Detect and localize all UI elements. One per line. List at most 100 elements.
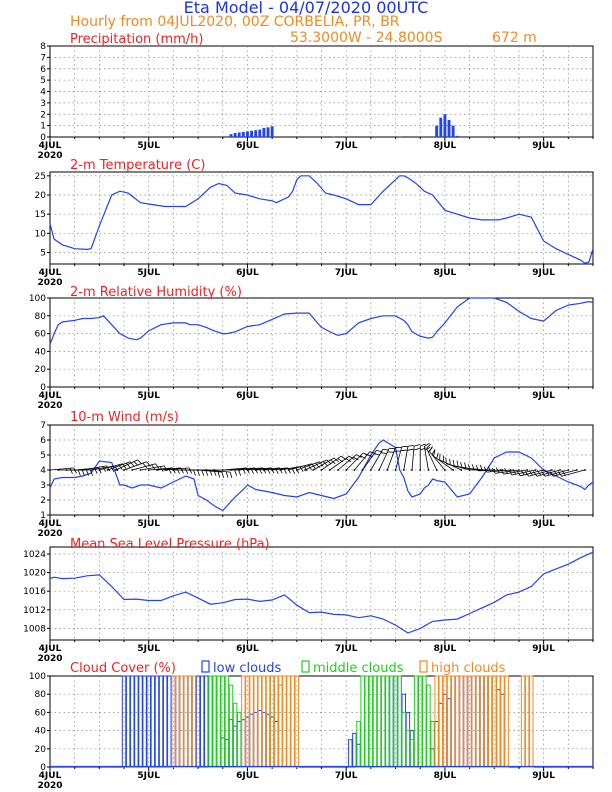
x-tick-label: 8JUL bbox=[434, 141, 457, 151]
wind-barb-base bbox=[254, 469, 257, 471]
x-tick-label: 5JUL bbox=[137, 771, 160, 781]
wind-barb-base bbox=[419, 469, 422, 471]
cloud-bar bbox=[282, 675, 287, 768]
cloud-bar bbox=[364, 675, 369, 768]
cloud-bar bbox=[224, 739, 230, 768]
x-year-label: 2020 bbox=[37, 529, 62, 539]
cloud-bar bbox=[269, 716, 275, 768]
wind-barb-base bbox=[82, 469, 84, 471]
wind-barb bbox=[337, 454, 357, 471]
x-tick-label: 4JUL bbox=[39, 141, 62, 151]
x-tick-label: 5JUL bbox=[137, 644, 160, 654]
panel-title: 2-m Temperature (C) bbox=[70, 158, 205, 173]
wind-barb-feather bbox=[407, 444, 414, 447]
figure-elevation: 672 m bbox=[492, 30, 537, 46]
panel-clouds: 0 20 40 60 80 100 4JUL 5JUL 6JUL 7JUL 8JUL 9JUL 2020… bbox=[29, 660, 594, 791]
cloud-bar bbox=[434, 721, 439, 768]
cloud-bar bbox=[278, 675, 283, 768]
wind-barb-feather bbox=[106, 465, 110, 472]
panel-title: 10-m Wind (m/s) bbox=[70, 410, 179, 425]
wind-barb-base bbox=[452, 469, 455, 471]
cloud-bar bbox=[236, 711, 242, 768]
cloud-bar bbox=[257, 710, 263, 768]
cloud-bar bbox=[356, 743, 361, 768]
cloud-bar bbox=[524, 675, 530, 768]
wind-barb-feather bbox=[557, 471, 562, 477]
x-tick-label: 6JUL bbox=[236, 268, 259, 278]
cloud-bar bbox=[430, 721, 435, 768]
wind-barb-base bbox=[57, 469, 60, 471]
cloud-bar bbox=[261, 675, 267, 768]
legend-low-clouds: low clouds bbox=[201, 660, 282, 676]
panel-title: Precipitation (mm/h) bbox=[70, 32, 203, 47]
y-tick-label: 6 bbox=[40, 65, 46, 75]
cloud-bar bbox=[483, 675, 489, 768]
cloud-bar bbox=[138, 675, 143, 768]
cloud-bar bbox=[459, 675, 464, 768]
y-tick-label: 20 bbox=[35, 745, 47, 755]
x-tick-label: 9JUL bbox=[532, 268, 555, 278]
cloud-bar bbox=[187, 675, 193, 768]
precip-bar bbox=[254, 130, 258, 137]
y-tick-label: 80 bbox=[35, 690, 47, 700]
cloud-bar bbox=[175, 675, 180, 768]
x-tick-label: 4JUL bbox=[39, 268, 62, 278]
x-tick-label: 7JUL bbox=[335, 268, 358, 278]
wind-barb-base bbox=[114, 469, 117, 471]
x-year-label: 2020 bbox=[37, 781, 62, 791]
x-tick-label: 6JUL bbox=[236, 519, 259, 529]
x-year-label: 2020 bbox=[37, 654, 62, 664]
cloud-bar bbox=[278, 684, 283, 768]
wind-barb-base bbox=[402, 469, 405, 471]
wind-barb-base bbox=[411, 469, 413, 471]
wind-barb-feather bbox=[407, 448, 414, 451]
panel-wind: 1 2 3 4 5 6 7 4JUL 5JUL 6JUL 7JUL 8JUL 9JUL 2020 10-m … bbox=[37, 410, 594, 539]
precip-bar bbox=[258, 129, 262, 137]
wind-barb-base bbox=[271, 469, 274, 471]
y-tick-label: 10 bbox=[35, 229, 47, 239]
cloud-bar bbox=[380, 675, 386, 768]
cloud-bar bbox=[372, 675, 378, 768]
x-tick-label: 4JUL bbox=[39, 771, 62, 781]
panel-title: 2-m Relative Humidity (%) bbox=[70, 285, 242, 300]
mslp-series-line bbox=[49, 551, 594, 634]
wind-barb-base bbox=[567, 469, 570, 471]
wind-barb-base bbox=[180, 469, 183, 471]
wind-barb-feather bbox=[471, 464, 475, 471]
x-tick-label: 8JUL bbox=[434, 268, 457, 278]
wind-barb-base bbox=[65, 469, 68, 471]
wind-barb-feather bbox=[114, 465, 119, 472]
precip-bar bbox=[241, 131, 245, 137]
cloud-bar bbox=[385, 675, 390, 768]
cloud-bar bbox=[130, 675, 135, 768]
cloud-bar bbox=[475, 675, 481, 768]
wind-barb bbox=[304, 459, 327, 471]
wind-barb-feather bbox=[508, 469, 513, 476]
x-tick-label: 7JUL bbox=[335, 771, 358, 781]
precip-bar bbox=[270, 126, 274, 137]
cloud-bar bbox=[401, 693, 407, 768]
wind-barb-base bbox=[345, 469, 348, 471]
wind-barb-feather bbox=[424, 442, 430, 447]
precip-bar bbox=[435, 125, 439, 137]
y-tick-label: 1008 bbox=[23, 624, 46, 634]
precip-bar bbox=[455, 135, 459, 137]
legend-high-clouds: high clouds bbox=[419, 660, 506, 676]
y-tick-label: 15 bbox=[35, 210, 46, 220]
wind-barb-feather bbox=[436, 452, 439, 459]
cloud-bar bbox=[401, 711, 407, 768]
wind-barb-feather bbox=[424, 446, 431, 451]
x-tick-label: 5JUL bbox=[137, 519, 160, 529]
y-tick-label: 6 bbox=[40, 436, 46, 446]
cloud-bar bbox=[450, 675, 456, 768]
y-tick-label: 40 bbox=[35, 727, 47, 737]
precip-bar bbox=[246, 131, 249, 137]
cloud-bar bbox=[520, 675, 526, 768]
cloud-bar bbox=[216, 675, 221, 768]
wind-barb-feather bbox=[445, 457, 447, 464]
wind-barb-base bbox=[221, 469, 224, 471]
panel-title: Mean Sea Level Pressure (hPa) bbox=[70, 537, 270, 552]
cloud-bar bbox=[183, 675, 188, 768]
cloud-bar bbox=[154, 675, 160, 768]
